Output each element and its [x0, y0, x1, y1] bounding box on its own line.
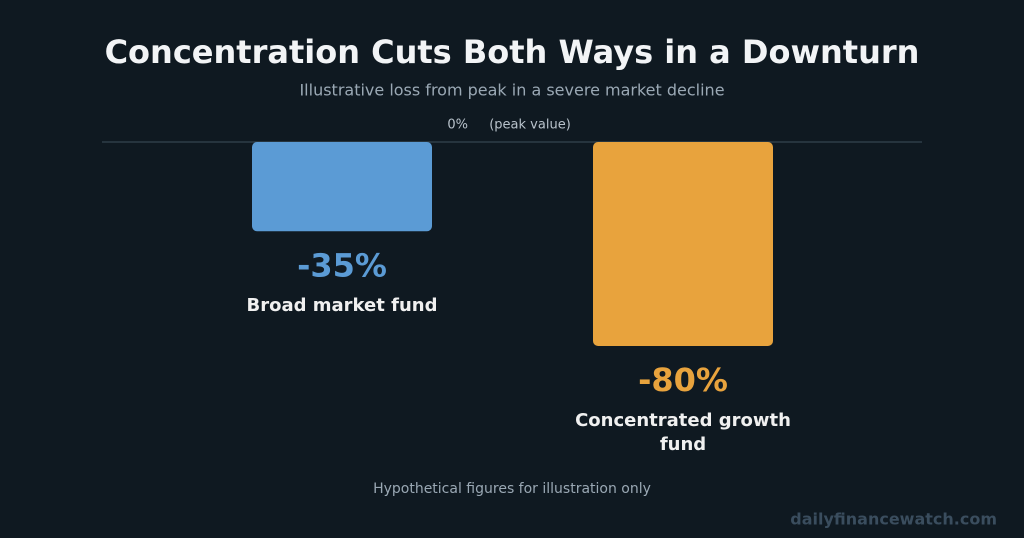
category-label: Broad market fund: [246, 295, 438, 317]
category-label: Concentrated growth fund: [575, 410, 791, 455]
footnote: Hypothetical figures for illustration on…: [373, 481, 651, 497]
value-label: -80%: [638, 361, 728, 399]
value-label: -35%: [297, 246, 387, 284]
bar: [252, 142, 432, 232]
chart-title: Concentration Cuts Both Ways in a Downtu…: [105, 33, 920, 71]
chart-subtitle: Illustrative loss from peak in a severe …: [299, 81, 724, 100]
watermark: dailyfinancewatch.com: [790, 510, 997, 529]
y-tick-label: 0%: [447, 118, 468, 133]
bar: [593, 142, 773, 346]
baseline-note: (peak value): [489, 118, 571, 133]
